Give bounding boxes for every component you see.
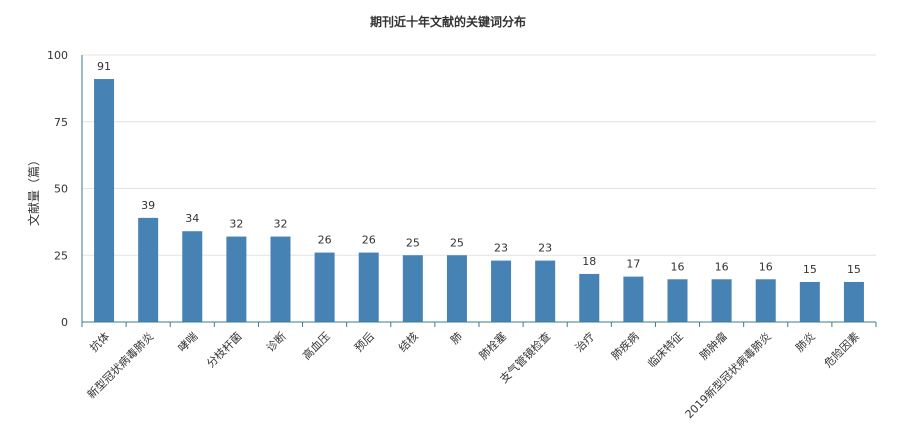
y-tick-label: 25	[54, 249, 68, 262]
data-label: 16	[671, 260, 685, 273]
bar[interactable]	[402, 255, 423, 322]
data-label: 17	[626, 258, 640, 271]
bars: 91 39 34 32 32 26 26 25 25 23 23 18 17 16 16 16 15 15	[94, 60, 864, 322]
chart-title: 期刊近十年文献的关键词分布	[370, 14, 526, 29]
bar[interactable]	[535, 260, 556, 322]
data-label: 26	[318, 234, 332, 247]
y-tick-label: 100	[47, 49, 68, 62]
bar[interactable]	[138, 217, 159, 322]
bar[interactable]	[799, 281, 820, 322]
x-tick-label: 2019新型冠状病毒肺炎	[682, 329, 774, 421]
bar[interactable]	[491, 260, 512, 322]
bar[interactable]	[755, 279, 776, 322]
bar[interactable]	[94, 79, 115, 322]
bar[interactable]	[579, 273, 600, 322]
bar[interactable]	[843, 281, 864, 322]
x-tick-label: 肺栓塞	[476, 329, 509, 362]
data-label: 16	[715, 260, 729, 273]
y-tick-label: 75	[54, 116, 68, 129]
x-tick-label: 分枝杆菌	[203, 329, 244, 370]
x-tick-label: 临床特征	[645, 329, 686, 370]
bar[interactable]	[226, 236, 247, 322]
data-label: 15	[803, 263, 817, 276]
data-label: 34	[185, 212, 199, 225]
y-axis-label: 文献量（篇）	[26, 154, 41, 226]
data-label: 25	[450, 236, 464, 249]
x-tick-label: 抗体	[87, 329, 112, 354]
y-tick-label: 50	[54, 183, 68, 196]
data-label: 26	[362, 234, 376, 247]
bar[interactable]	[314, 252, 335, 322]
bar[interactable]	[667, 279, 688, 322]
data-label: 91	[97, 60, 111, 73]
data-label: 39	[141, 199, 155, 212]
x-tick-label: 结核	[395, 329, 420, 354]
bar[interactable]	[446, 255, 467, 322]
x-tick-label: 危险因素	[821, 329, 862, 370]
data-label: 25	[406, 236, 420, 249]
gridlines	[82, 54, 876, 256]
bar[interactable]	[711, 279, 732, 322]
bar[interactable]	[623, 276, 644, 322]
x-tick-label: 预后	[352, 330, 377, 355]
data-label: 15	[847, 263, 861, 276]
x-tick-label: 肺炎	[793, 330, 818, 355]
y-tick-label: 0	[61, 316, 68, 329]
x-tick-label: 肺	[448, 330, 465, 347]
x-tick-label: 诊断	[263, 329, 288, 354]
data-label: 23	[494, 242, 508, 255]
bar[interactable]	[182, 231, 203, 322]
bar[interactable]	[358, 252, 379, 322]
data-label: 18	[582, 255, 596, 268]
x-tick-label: 哮喘	[176, 330, 201, 355]
x-tick-label: 肺疾病	[608, 329, 641, 362]
data-label: 32	[274, 218, 288, 231]
data-label: 32	[229, 218, 243, 231]
x-tick-label: 治疗	[572, 329, 597, 354]
axes: 0255075100抗体新型冠状病毒肺炎 哮喘 分枝杆菌 诊断 高血压 预后 结核肺肺栓塞支…	[47, 49, 877, 421]
x-tick-label: 肺肿瘤	[696, 329, 729, 362]
data-label: 23	[538, 242, 552, 255]
bar[interactable]	[270, 236, 291, 322]
data-label: 16	[759, 260, 773, 273]
x-tick-label: 高血压	[299, 329, 332, 362]
